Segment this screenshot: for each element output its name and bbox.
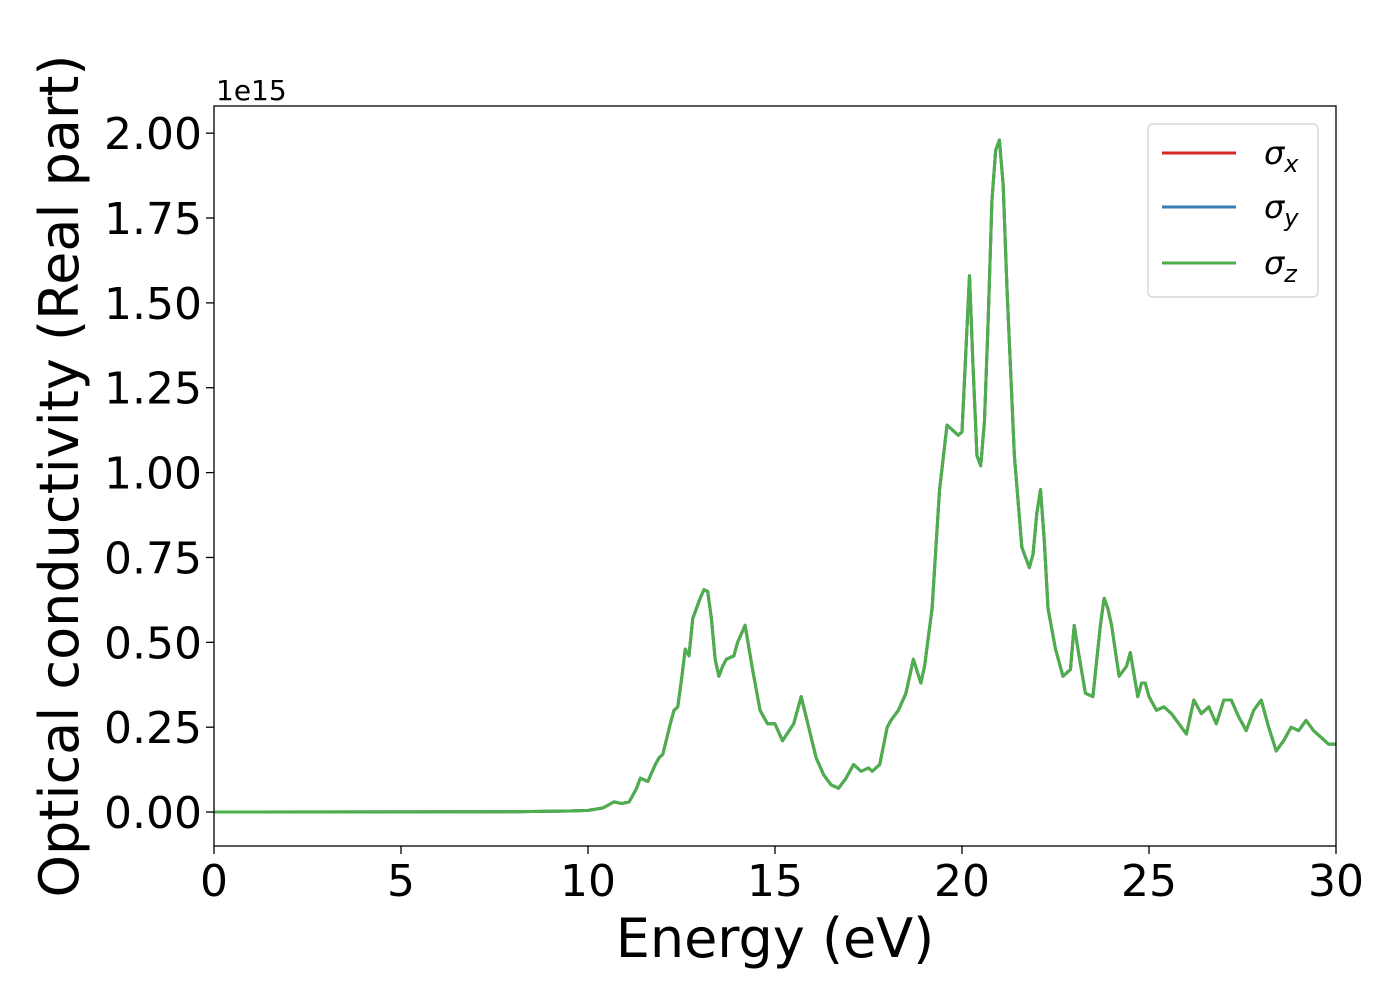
legend-label: σy xyxy=(1264,188,1299,232)
x-axis-label: Energy (eV) xyxy=(616,907,935,970)
x-axis-ticks: 0 5 10 15 20 25 30 xyxy=(200,846,1364,907)
legend: σx σy σz xyxy=(1147,123,1319,298)
y-tick-label: 0.75 xyxy=(104,533,202,584)
series-lines xyxy=(214,138,1336,814)
x-tick-label: 0 xyxy=(200,856,228,907)
x-tick-label: 25 xyxy=(1121,856,1177,907)
y-axis-label: Optical conductivity (Real part) xyxy=(28,55,91,898)
y-tick-label: 1.50 xyxy=(104,279,202,330)
y-offset-label: 1e15 xyxy=(216,74,287,107)
series-line-z-2 xyxy=(214,138,1336,814)
legend-items: σx σy σz xyxy=(1162,134,1299,288)
y-tick-label: 0.25 xyxy=(104,703,202,754)
y-tick-label: 1.00 xyxy=(104,449,202,500)
y-tick-label: 1.25 xyxy=(104,364,202,415)
y-tick-label: 2.00 xyxy=(104,109,202,160)
y-tick-label: 0.00 xyxy=(104,788,202,839)
x-tick-label: 15 xyxy=(747,856,803,907)
x-tick-label: 5 xyxy=(387,856,415,907)
x-tick-label: 10 xyxy=(560,856,616,907)
x-tick-label: 30 xyxy=(1308,856,1364,907)
legend-label: σx xyxy=(1264,134,1299,178)
legend-label: σz xyxy=(1264,244,1298,288)
y-axis-ticks: 0.00 0.25 0.50 0.75 1.00 1.25 1.50 1.75 2.00 xyxy=(104,109,214,839)
y-tick-label: 1.75 xyxy=(104,194,202,245)
y-tick-label: 0.50 xyxy=(104,618,202,669)
legend-box xyxy=(1147,123,1319,298)
x-tick-label: 20 xyxy=(934,856,990,907)
